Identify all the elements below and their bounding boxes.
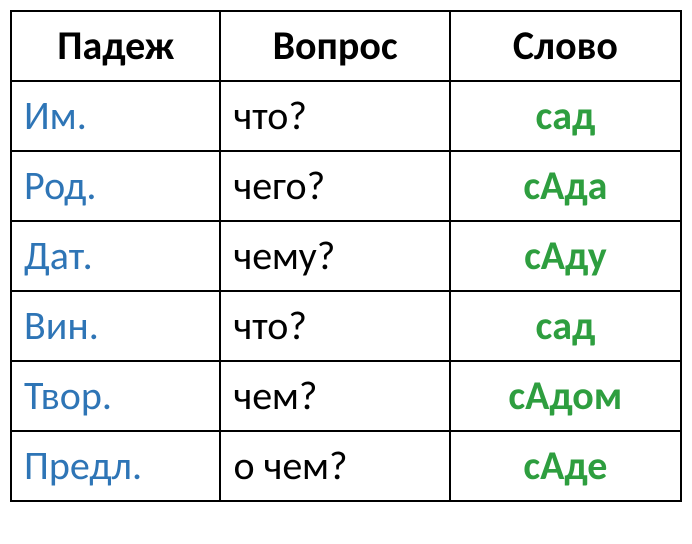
cell-case: Дат.: [11, 221, 220, 291]
cell-word: сАда: [450, 151, 681, 221]
cell-case: Им.: [11, 81, 220, 151]
table-row: Им. что? сад: [11, 81, 681, 151]
cell-question: чего?: [220, 151, 449, 221]
header-word: Слово: [450, 11, 681, 81]
cell-word: сад: [450, 291, 681, 361]
table-row: Твор. чем? сАдом: [11, 361, 681, 431]
cell-word: сад: [450, 81, 681, 151]
cell-question: что?: [220, 291, 449, 361]
table-row: Предл. о чем? сАде: [11, 431, 681, 501]
table-body: Им. что? сад Род. чего? сАда Дат. чему? …: [11, 81, 681, 501]
cell-case: Твор.: [11, 361, 220, 431]
cell-case: Род.: [11, 151, 220, 221]
table-header-row: Падеж Вопрос Слово: [11, 11, 681, 81]
declension-table: Падеж Вопрос Слово Им. что? сад Род. чег…: [10, 10, 682, 502]
cell-question: чем?: [220, 361, 449, 431]
cell-question: чему?: [220, 221, 449, 291]
table-row: Род. чего? сАда: [11, 151, 681, 221]
table-row: Дат. чему? сАду: [11, 221, 681, 291]
cell-case: Вин.: [11, 291, 220, 361]
cell-question: о чем?: [220, 431, 449, 501]
cell-question: что?: [220, 81, 449, 151]
cell-word: сАду: [450, 221, 681, 291]
cell-word: сАде: [450, 431, 681, 501]
cell-word: сАдом: [450, 361, 681, 431]
table-row: Вин. что? сад: [11, 291, 681, 361]
header-case: Падеж: [11, 11, 220, 81]
cell-case: Предл.: [11, 431, 220, 501]
header-question: Вопрос: [220, 11, 449, 81]
